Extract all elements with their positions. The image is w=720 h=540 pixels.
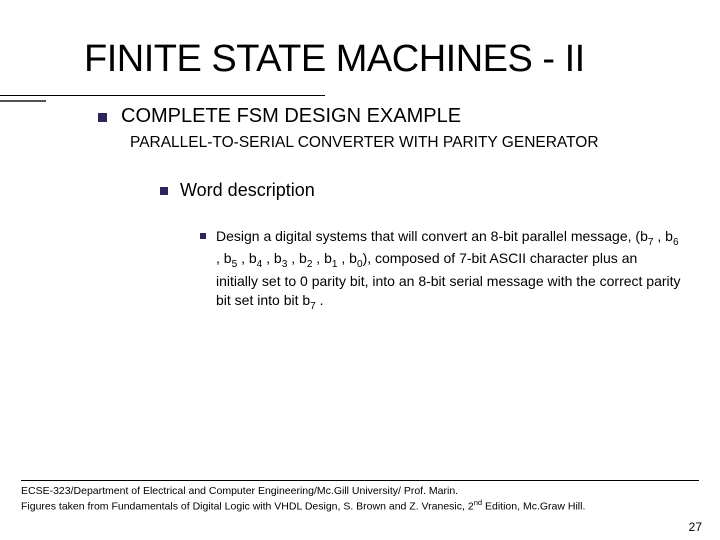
bit-sub: 6 [673,237,679,248]
footer-line-1: ECSE-323/Department of Electrical and Co… [21,484,699,498]
title-underline-long [0,95,325,96]
page-number: 27 [689,520,702,534]
body-prefix: Design a digital systems that will conve… [216,228,648,244]
bit-sub: 5 [232,259,238,270]
section-heading-row: COMPLETE FSM DESIGN EXAMPLE [0,105,720,128]
body-text: Design a digital systems that will conve… [216,227,682,313]
title-underline-short [0,100,46,102]
bit-sub: 7 [648,237,654,248]
content-area: COMPLETE FSM DESIGN EXAMPLE PARALLEL-TO-… [0,81,720,313]
footer: ECSE-323/Department of Electrical and Co… [21,480,699,514]
footer-rule [21,480,699,481]
body-row: Design a digital systems that will conve… [0,227,720,313]
topic-label: Word description [180,180,315,201]
square-bullet-icon [200,233,206,239]
square-bullet-icon [160,187,168,195]
topic-row: Word description [0,180,720,201]
page-title: FINITE STATE MACHINES - II [84,38,720,81]
section-subheading: PARALLEL-TO-SERIAL CONVERTER WITH PARITY… [0,134,720,152]
bit-sub: 3 [282,259,288,270]
footer-line-2b: Edition, Mc.Graw Hill. [482,501,585,513]
bit-sub: 1 [332,259,338,270]
square-bullet-icon [98,113,107,122]
title-block: FINITE STATE MACHINES - II [0,0,720,81]
footer-sup: nd [474,498,482,507]
section-heading: COMPLETE FSM DESIGN EXAMPLE [121,105,461,128]
footer-line-2a: Figures taken from Fundamentals of Digit… [21,501,474,513]
bit-sub: 2 [307,259,313,270]
body-suffix: . [316,292,324,308]
footer-line-2: Figures taken from Fundamentals of Digit… [21,498,699,514]
bit-sub: 4 [257,259,263,270]
slide: FINITE STATE MACHINES - II COMPLETE FSM … [0,0,720,540]
